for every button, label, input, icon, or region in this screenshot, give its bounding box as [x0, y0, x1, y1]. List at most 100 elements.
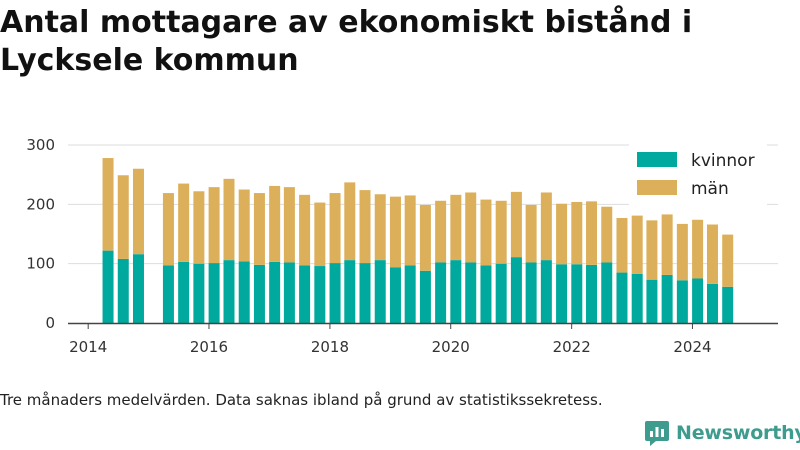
bar-kvinnor: [178, 261, 190, 323]
bar-man: [706, 224, 718, 284]
bar-man: [676, 223, 688, 281]
bar-man: [631, 215, 643, 274]
x-tick-label: 2014: [69, 338, 107, 356]
bar-man: [510, 191, 522, 258]
bar-kvinnor: [374, 260, 386, 323]
y-tick-label: 300: [26, 136, 55, 154]
x-tick-label: 2018: [311, 338, 349, 356]
bar-kvinnor: [616, 272, 628, 323]
bar-man: [495, 200, 507, 264]
bars: [102, 158, 734, 323]
bar-kvinnor: [404, 265, 416, 323]
bar-man: [269, 185, 281, 262]
bar-man: [601, 206, 613, 263]
bar-man: [162, 193, 174, 266]
bar-kvinnor: [480, 265, 492, 323]
legend-label: kvinnor: [691, 151, 755, 171]
bar-kvinnor: [631, 273, 643, 323]
bar-kvinnor: [435, 262, 447, 323]
bar-man: [404, 195, 416, 266]
x-tick-label: 2020: [432, 338, 470, 356]
x-tick-label: 2022: [553, 338, 591, 356]
bar-man: [556, 203, 568, 265]
bar-kvinnor: [540, 260, 552, 323]
bar-man: [435, 200, 447, 263]
x-tick-label: 2016: [190, 338, 228, 356]
bar-kvinnor: [253, 264, 265, 323]
bar-kvinnor: [676, 280, 688, 323]
bar-kvinnor: [706, 283, 718, 323]
bar-man: [571, 201, 583, 265]
bar-kvinnor: [208, 263, 220, 323]
bar-kvinnor: [132, 254, 144, 323]
bar-kvinnor: [556, 264, 568, 323]
bar-man: [117, 175, 129, 259]
bar-kvinnor: [344, 260, 356, 323]
bar-kvinnor: [450, 260, 462, 323]
y-tick-label: 200: [26, 195, 55, 213]
bar-man: [525, 204, 537, 263]
bar-man: [450, 194, 462, 261]
bar-kvinnor: [283, 262, 295, 323]
bar-man: [661, 214, 673, 275]
bar-man: [253, 193, 265, 265]
newsworthy-logo: Newsworthy: [644, 419, 800, 447]
bar-man: [540, 192, 552, 261]
legend-swatch: [637, 180, 677, 195]
bar-man: [465, 192, 477, 263]
newsworthy-logo-icon: [645, 421, 669, 446]
bar-kvinnor: [646, 279, 658, 323]
bar-kvinnor: [193, 263, 205, 323]
bar-man: [208, 187, 220, 264]
legend-label: män: [691, 179, 729, 199]
bar-kvinnor: [571, 264, 583, 323]
bar-man: [283, 187, 295, 263]
bar-man: [480, 199, 492, 266]
bar-man: [419, 204, 431, 271]
x-tick-label: 2024: [673, 338, 711, 356]
brand-name: Newsworthy: [676, 422, 800, 444]
bar-kvinnor: [117, 258, 129, 323]
bar-man: [646, 220, 658, 280]
bar-man: [692, 219, 704, 279]
bar-kvinnor: [465, 262, 477, 323]
bar-man: [102, 158, 114, 251]
bar-kvinnor: [722, 286, 734, 323]
bar-kvinnor: [329, 263, 341, 323]
bar-kvinnor: [510, 257, 522, 323]
y-tick-label: 0: [45, 314, 55, 332]
legend-swatch: [637, 152, 677, 167]
bar-man: [374, 194, 386, 261]
bar-man: [238, 189, 250, 262]
bar-man: [314, 202, 326, 267]
bar-man: [329, 193, 341, 264]
bar-kvinnor: [586, 264, 598, 323]
bar-kvinnor: [601, 262, 613, 323]
footnote: Tre månaders medelvärden. Data saknas ib…: [0, 391, 603, 409]
bar-kvinnor: [419, 270, 431, 323]
bar-kvinnor: [495, 263, 507, 323]
legend: kvinnor män: [629, 144, 767, 206]
bar-kvinnor: [525, 262, 537, 323]
bar-kvinnor: [299, 265, 311, 323]
bar-kvinnor: [162, 265, 174, 323]
bar-kvinnor: [389, 267, 401, 323]
bar-kvinnor: [223, 260, 235, 323]
bar-kvinnor: [238, 261, 250, 323]
axes: 0 100 200 300 2014 2016 2018 2020 2022 2024: [26, 136, 778, 356]
bar-man: [586, 201, 598, 265]
bar-kvinnor: [102, 250, 114, 323]
bar-man: [389, 196, 401, 268]
bar-man: [193, 191, 205, 264]
bar-kvinnor: [314, 266, 326, 323]
bar-man: [722, 234, 734, 287]
bar-man: [344, 182, 356, 261]
chart-title: Antal mottagare av ekonomiskt bistånd i …: [0, 5, 693, 78]
bar-man: [299, 194, 311, 266]
y-tick-label: 100: [26, 255, 55, 273]
bar-man: [359, 190, 371, 264]
bar-kvinnor: [692, 278, 704, 323]
bar-man: [132, 168, 144, 255]
bar-kvinnor: [661, 274, 673, 323]
